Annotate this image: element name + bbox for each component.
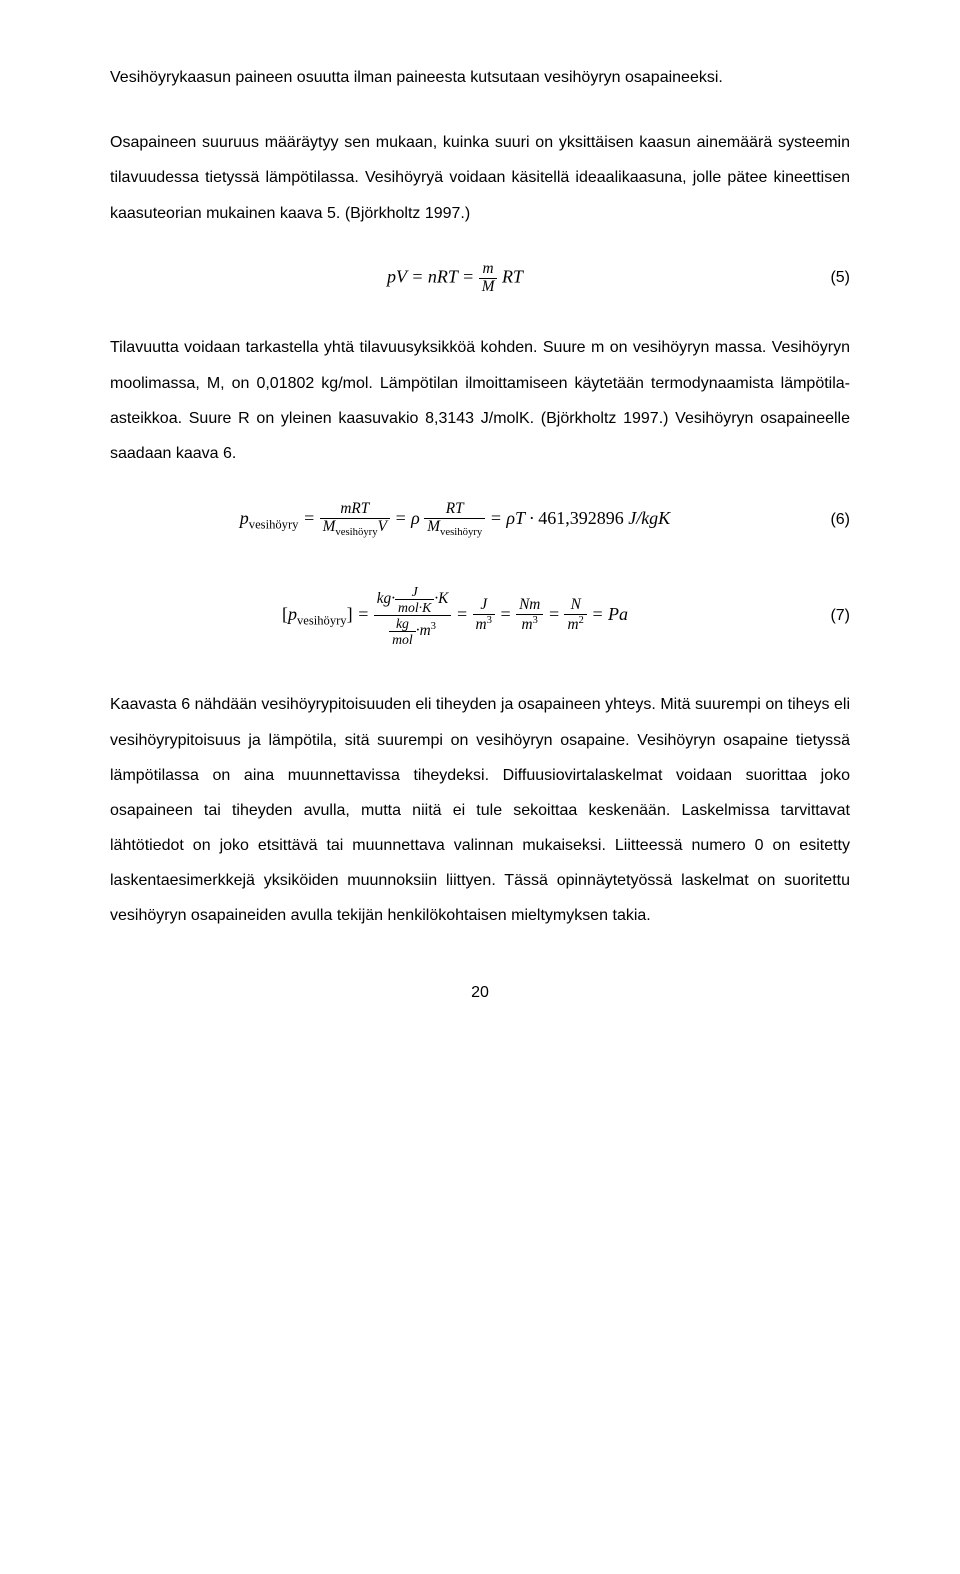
equation-7-content: [pvesihöyry] = kg·Jmol·K·K kgmol·m3 = Jm… (110, 584, 800, 648)
equation-5-number: (5) (800, 269, 850, 287)
equation-6-content: pvesihöyry = mRTMvesihöyryV = ρ RTMvesih… (110, 501, 800, 539)
equation-7: [pvesihöyry] = kg·Jmol·K·K kgmol·m3 = Jm… (110, 584, 850, 648)
paragraph-1: Vesihöyrykaasun paineen osuutta ilman pa… (110, 60, 850, 95)
equation-6-const: 461,392896 (538, 508, 624, 528)
page-number: 20 (110, 984, 850, 1002)
equation-6-number: (6) (800, 511, 850, 529)
equation-7-number: (7) (800, 607, 850, 625)
equation-5-content: pV = nRT = mM RT (110, 261, 800, 296)
paragraph-3: Tilavuutta voidaan tarkastella yhtä tila… (110, 330, 850, 471)
paragraph-2: Osapaineen suuruus määräytyy sen mukaan,… (110, 125, 850, 231)
paragraph-4: Kaavasta 6 nähdään vesihöyrypitoisuuden … (110, 687, 850, 933)
equation-5: pV = nRT = mM RT (5) (110, 261, 850, 296)
equation-6: pvesihöyry = mRTMvesihöyryV = ρ RTMvesih… (110, 501, 850, 539)
